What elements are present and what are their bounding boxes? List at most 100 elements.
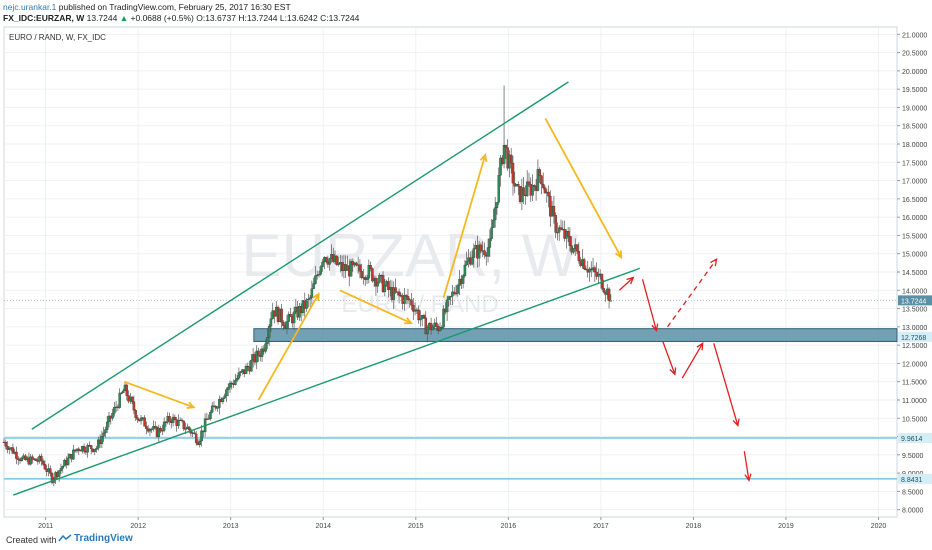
created-with-text: Created with (6, 535, 57, 545)
candle-body (89, 445, 93, 450)
ohlc-line: FX_IDC:EURZAR, W 13.7244 ▲ +0.0688 (+0.5… (3, 13, 359, 23)
candle-body (410, 299, 413, 306)
red-forecast-arrow-head (626, 276, 635, 285)
candle-body (173, 416, 177, 420)
candle-body (575, 244, 579, 252)
candle-body (145, 426, 148, 429)
candle-body (319, 266, 323, 275)
candle-body (424, 317, 428, 335)
candle-body (29, 456, 32, 465)
candle-body (419, 318, 422, 321)
candle-body (383, 285, 387, 293)
y-tick-label: 9.5000 (902, 453, 924, 460)
candle-body (597, 273, 600, 277)
y-tick-label: 21.0000 (902, 32, 927, 39)
candle-body (285, 321, 289, 329)
candle-body (102, 432, 105, 437)
candle-body (607, 288, 611, 301)
candle-body (403, 295, 406, 304)
red-forecast-arrow-shaft (641, 279, 658, 331)
candle-body (499, 157, 502, 176)
price-change: +0.0688 (+0.5%) (130, 13, 194, 23)
candle-body (538, 169, 541, 176)
support-zone-box (253, 328, 898, 342)
candle-body (527, 181, 531, 185)
candle-body (187, 426, 191, 430)
candle-body (41, 460, 45, 465)
candle-body (244, 365, 248, 375)
candle-body (228, 382, 232, 388)
y-tick-label: 14.5000 (902, 270, 927, 277)
open-value: 13.6737 (205, 13, 236, 23)
price-label-box (898, 473, 932, 484)
low-label: L: (279, 13, 288, 23)
y-tick-label: 13.0000 (902, 325, 927, 332)
candle-body (95, 447, 98, 450)
candle-body (517, 184, 520, 187)
price-label-box (898, 432, 932, 443)
candle-body (226, 387, 230, 390)
candle-body (16, 458, 20, 460)
x-tick-label: 2012 (130, 523, 146, 528)
candle-body (72, 449, 75, 460)
up-arrow-icon: ▲ (119, 13, 129, 23)
candle-body (463, 264, 467, 276)
candle-body (566, 231, 570, 237)
red-forecast-arrow-head (710, 257, 718, 267)
candle-body (267, 326, 271, 338)
price-chart[interactable]: EURZAR, W EURO / RAND 8.00008.50009.0000… (0, 24, 932, 528)
x-tick-label: 2013 (223, 523, 239, 528)
candle-body (525, 181, 529, 197)
y-axis: 8.00008.50009.00009.500010.000010.500011… (897, 32, 927, 515)
high-value: 13.7244 (246, 13, 278, 23)
candle-body (556, 232, 559, 234)
candle-body (310, 288, 314, 298)
candle-body (321, 261, 324, 267)
candle-body (216, 407, 219, 409)
yellow-arrow-head (186, 401, 196, 409)
candle-body (8, 448, 11, 450)
yellow-arrow-shaft (339, 289, 412, 325)
candle-body (465, 261, 468, 266)
annotation-arrows (123, 117, 752, 482)
x-tick-label: 2018 (686, 523, 702, 528)
x-axis: 2011 2012 2013 2014 2015 2016 2017 2018 2019 2020 (38, 517, 886, 528)
candle-body (152, 426, 155, 430)
candle-body (239, 371, 242, 373)
candle-body (77, 448, 80, 451)
candle-body (584, 268, 588, 270)
candle-body (61, 466, 64, 469)
candle-body (588, 268, 591, 273)
yellow-arrow-head (615, 250, 623, 260)
low-value: 13.6242 (287, 13, 318, 23)
candle-body (492, 219, 495, 228)
candle-body (312, 283, 315, 289)
candle-body (82, 446, 86, 452)
y-tick-label: 16.0000 (902, 215, 927, 222)
candle-body (20, 457, 24, 461)
candle-body (93, 449, 97, 452)
candle-body (235, 378, 239, 381)
y-tick-label: 20.0000 (902, 69, 927, 76)
candle-body (533, 185, 536, 187)
candle-body (86, 445, 89, 453)
tradingview-brand[interactable]: TradingView (74, 533, 133, 544)
candle-body (168, 416, 171, 422)
author-link[interactable]: nejc.urankar.1 (3, 2, 57, 12)
y-tick-label: 17.5000 (902, 160, 927, 167)
price-label-text: 12.7268 (901, 335, 926, 342)
candle-body (59, 468, 63, 471)
close-label: C: (320, 13, 329, 23)
candle-body (308, 297, 312, 300)
candle-body (159, 428, 162, 432)
y-tick-label: 14.0000 (902, 288, 927, 295)
candle-body (105, 421, 109, 430)
candle-body (136, 417, 139, 420)
candle-body (355, 262, 358, 266)
candle-body (547, 191, 550, 197)
candle-body (157, 428, 161, 437)
y-tick-label: 19.0000 (902, 105, 927, 112)
candles (2, 85, 897, 487)
candle-body (282, 322, 285, 327)
price-label-box (898, 295, 932, 306)
